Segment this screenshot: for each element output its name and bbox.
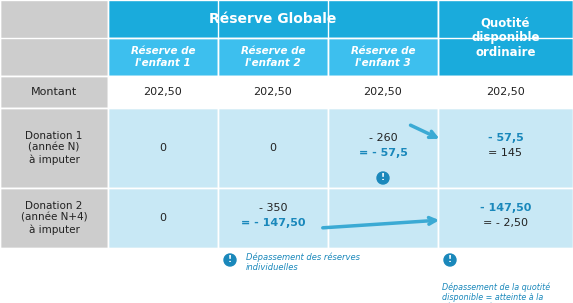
Text: Réserve de
l'enfant 1: Réserve de l'enfant 1 [131,46,195,68]
Text: !: ! [448,255,452,265]
Bar [328,108,438,188]
Text: Dépassement des réserves
individuelles: Dépassement des réserves individuelles [246,252,360,272]
Text: Donation 1
(année N)
à imputer: Donation 1 (année N) à imputer [25,131,83,165]
Circle shape [224,254,236,266]
Text: Dépassement de la quotité
disponible = atteinte à la
réserve = réduction de la
d: Dépassement de la quotité disponible = a… [442,282,550,303]
Text: 202,50: 202,50 [144,87,182,97]
Text: Montant: Montant [31,87,77,97]
Bar [108,188,218,248]
Text: 202,50: 202,50 [254,87,292,97]
Text: !: ! [228,255,232,265]
Bar [438,108,573,188]
Text: Réserve Globale: Réserve Globale [209,12,337,26]
Text: - 350: - 350 [259,203,287,213]
Text: Quotité
disponible
ordinaire: Quotité disponible ordinaire [471,16,540,59]
Bar [0,0,108,76]
Bar [328,38,438,76]
Bar [218,108,328,188]
Text: = 145: = 145 [489,148,523,158]
Bar [0,76,108,108]
Bar [438,76,573,108]
Bar [108,0,438,38]
Bar [438,188,573,248]
Text: - 57,5: - 57,5 [488,133,523,143]
Circle shape [377,172,389,184]
Bar [108,108,218,188]
Bar [108,76,218,108]
Bar [438,0,573,76]
Text: Réserve de
l'enfant 2: Réserve de l'enfant 2 [241,46,305,68]
Text: Réserve de
l'enfant 3: Réserve de l'enfant 3 [351,46,415,68]
Bar [218,188,328,248]
Text: - 260: - 260 [368,133,397,143]
Text: Donation 2
(année N+4)
à imputer: Donation 2 (année N+4) à imputer [21,201,87,235]
Text: = - 147,50: = - 147,50 [241,218,305,228]
Bar [218,76,328,108]
Bar [0,188,108,248]
Text: 202,50: 202,50 [364,87,402,97]
Bar [218,38,328,76]
Text: 0: 0 [159,213,167,223]
Text: 0: 0 [159,143,167,153]
Bar [328,76,438,108]
Text: 0: 0 [269,143,277,153]
Text: - 147,50: - 147,50 [480,203,531,213]
Circle shape [444,254,456,266]
Text: 202,50: 202,50 [486,87,525,97]
Bar [328,188,438,248]
Text: = - 57,5: = - 57,5 [359,148,407,158]
Text: = - 2,50: = - 2,50 [483,218,528,228]
Text: !: ! [381,174,385,182]
Bar [0,108,108,188]
Bar [108,38,218,76]
